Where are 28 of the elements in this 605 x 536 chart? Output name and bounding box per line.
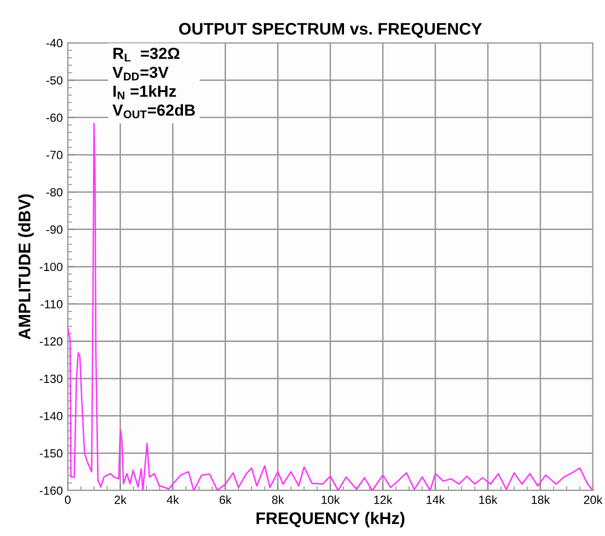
y-tick-label: -60 — [46, 114, 62, 122]
y-tick-label: -160 — [40, 486, 62, 495]
x-tick-label: 4k — [166, 495, 180, 504]
y-tick-label: -80 — [46, 188, 62, 196]
x-tick-label: 6k — [220, 495, 232, 504]
y-tick-label: -40 — [46, 38, 62, 48]
x-tick-label: 14k — [426, 495, 445, 504]
y-tick-label: -140 — [40, 412, 62, 420]
x-tick-label: 8k — [272, 495, 284, 504]
text: R$_{L}$ =32Ω V$_{DD}$=3V I$_{N}$ =1kHz V$_{OUT}$=62dB — [112, 48, 195, 118]
chart-title: OUTPUT SPECTRUM vs. FREQUENCY — [179, 22, 482, 38]
y-tick-label: -70 — [46, 150, 62, 160]
y-tick-label: -90 — [46, 225, 62, 234]
y-tick-label: -110 — [40, 300, 62, 308]
x-tick-label: 10k — [322, 495, 340, 504]
y-tick-label: -100 — [40, 262, 62, 272]
x-tick-label: 18k — [532, 495, 550, 504]
x-axis-title: FREQUENCY (kHz) — [256, 512, 404, 528]
y-tick-label: -130 — [40, 374, 62, 383]
y-axis-title: AMPLITUDE (dBV) — [18, 194, 34, 340]
y-tick-label: -50 — [46, 76, 62, 85]
x-tick-label: 16k — [479, 495, 498, 504]
y-tick-label: -150 — [40, 449, 62, 458]
y-tick-label: -120 — [40, 337, 62, 346]
x-tick-label: 12k — [374, 495, 392, 504]
x-tick-label: 2k — [114, 495, 127, 504]
x-tick-label: 0 — [64, 496, 71, 504]
x-tick-label: 20k — [584, 495, 602, 504]
